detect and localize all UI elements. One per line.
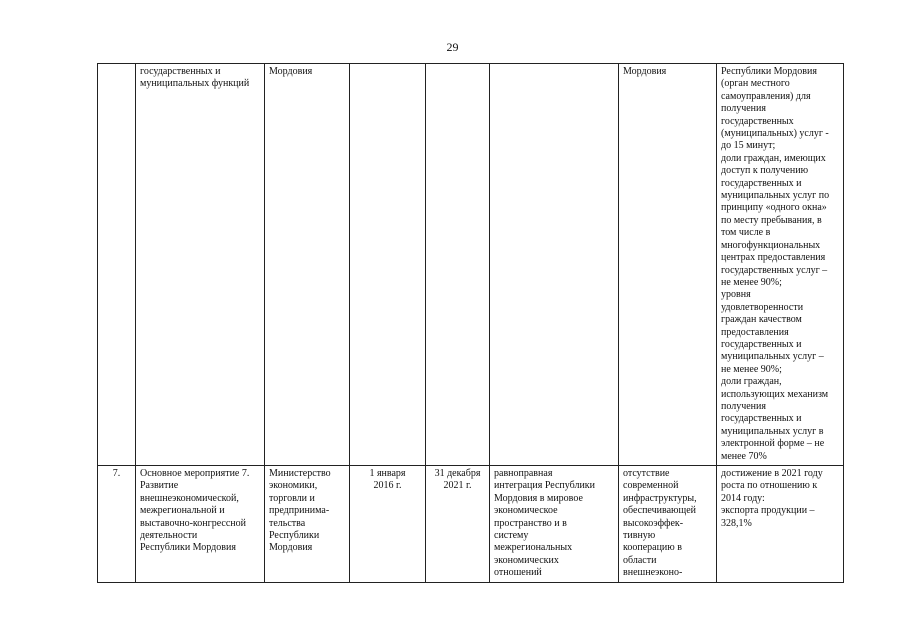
cell-name: государственных и муниципальных функций [135, 63, 265, 466]
cell-result [489, 63, 619, 466]
cell-consequence: отсутствие современной инфраструктуры, о… [618, 465, 717, 583]
cell-indicator: достижение в 2021 году роста по отношени… [716, 465, 844, 583]
cell-start: 1 января 2016 г. [349, 465, 426, 583]
cell-executor: Мордовия [264, 63, 350, 466]
table-row: государственных и муниципальных функций … [97, 63, 844, 466]
cell-consequence: Мордовия [618, 63, 717, 466]
cell-executor: Министерство экономики, торговли и предп… [264, 465, 350, 583]
cell-result: равноправная интеграция Республики Мордо… [489, 465, 619, 583]
cell-end [425, 63, 490, 466]
table-row: 7. Основное мероприятие 7. Развитие внеш… [97, 465, 844, 583]
cell-num: 7. [97, 465, 136, 583]
cell-end: 31 декабря 2021 г. [425, 465, 490, 583]
cell-num [97, 63, 136, 466]
program-table: государственных и муниципальных функций … [97, 63, 844, 583]
page-number: 29 [446, 40, 459, 54]
cell-start [349, 63, 426, 466]
cell-name: Основное мероприятие 7. Развитие внешнеэ… [135, 465, 265, 583]
cell-indicator: Республики Мордовия (орган местного само… [716, 63, 844, 466]
